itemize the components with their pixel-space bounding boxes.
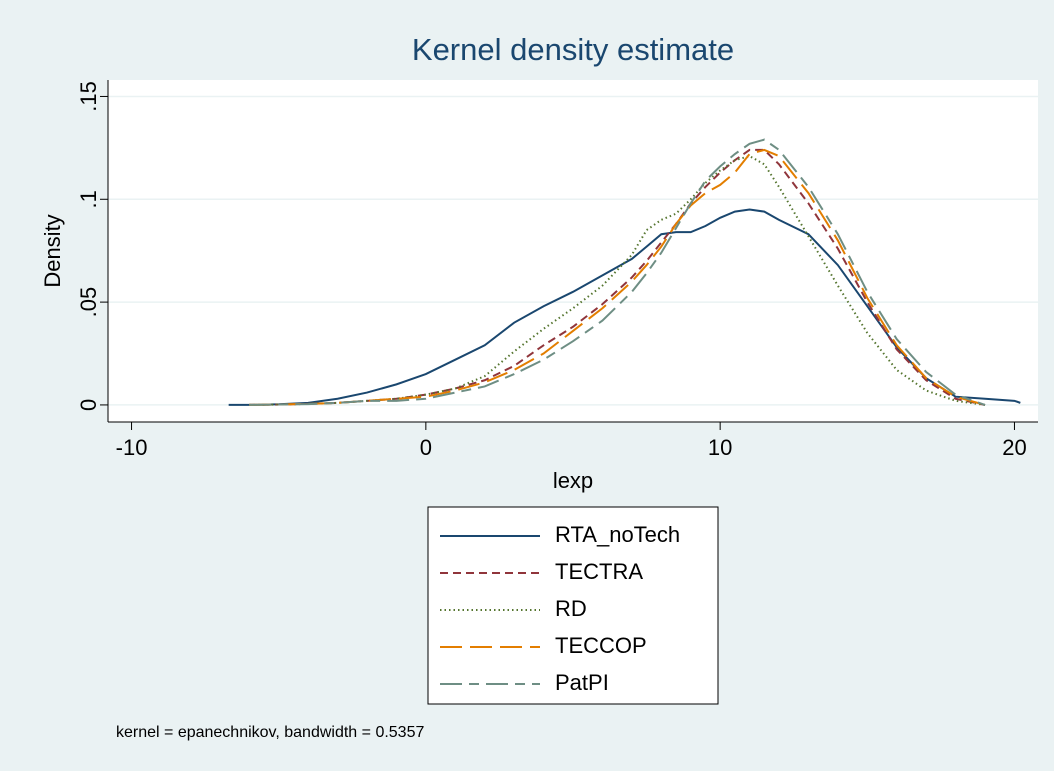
x-axis-label: lexp <box>553 468 593 493</box>
series-line <box>249 148 986 406</box>
legend-box <box>427 506 719 705</box>
y-tick-label: 0 <box>76 399 101 411</box>
legend-label: TECCOP <box>555 633 647 658</box>
legend-label: RTA_noTech <box>555 522 680 547</box>
y-tick-label: .15 <box>76 81 101 112</box>
y-tick-label: .1 <box>76 190 101 208</box>
y-tick-label: .05 <box>76 287 101 318</box>
note: kernel = epanechnikov, bandwidth = 0.535… <box>116 724 424 741</box>
legend-label: TECTRA <box>555 559 643 584</box>
series-line <box>249 138 986 406</box>
legend-label: PatPI <box>555 670 609 695</box>
chart-title: Kernel density estimate <box>412 32 734 67</box>
plot-area <box>108 80 1038 422</box>
x-tick-label: -10 <box>116 435 148 460</box>
legend-label: RD <box>555 596 587 621</box>
x-tick-label: 10 <box>708 435 732 460</box>
series-line <box>249 148 986 406</box>
x-tick-label: 20 <box>1002 435 1026 460</box>
x-tick-label: 0 <box>420 435 432 460</box>
y-axis-label: Density <box>40 214 65 287</box>
